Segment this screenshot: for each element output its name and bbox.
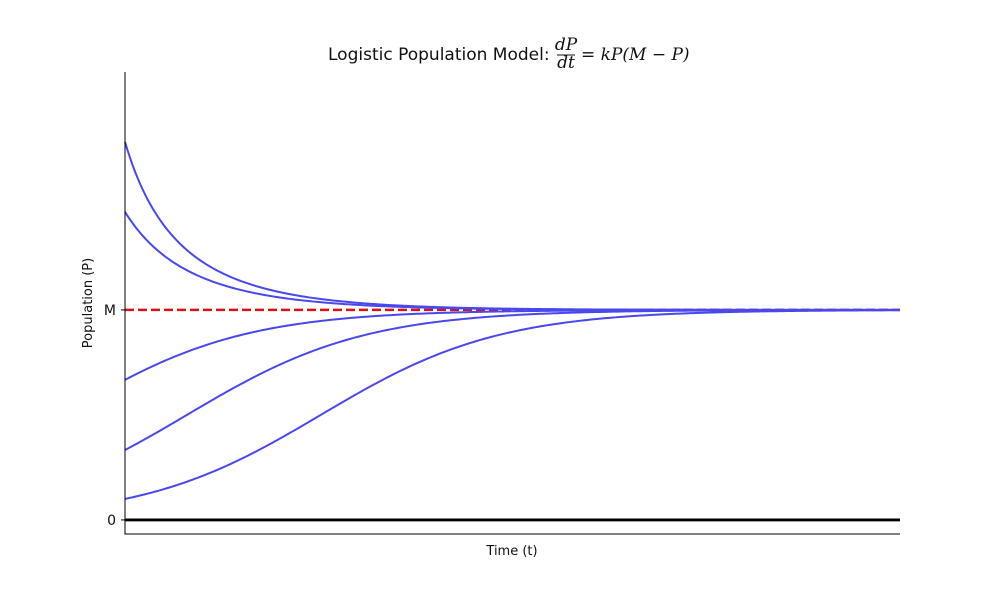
solution-curve [124, 309, 901, 500]
plot-area [124, 141, 901, 522]
x-axis-label: Time (t) [485, 544, 537, 559]
solution-curve [124, 308, 900, 381]
y-tick-label: M [104, 303, 116, 319]
solution-curve [124, 309, 900, 451]
title-equation: = kP(M − P) [581, 45, 690, 65]
solution-curve [124, 211, 900, 311]
solution-curves [124, 141, 901, 500]
title-frac-numerator: dP [555, 35, 578, 55]
y-axis-label: Population (P) [81, 258, 96, 348]
y-tick-label: 0 [107, 513, 116, 529]
chart-title: Logistic Population Model: dP dt = kP(M … [328, 35, 690, 73]
axes: 0M [104, 72, 900, 535]
y-ticks: 0M [104, 303, 125, 529]
title-frac-denominator: dt [557, 53, 575, 73]
solution-curve [124, 141, 900, 311]
title-text: Logistic Population Model: [328, 45, 550, 65]
